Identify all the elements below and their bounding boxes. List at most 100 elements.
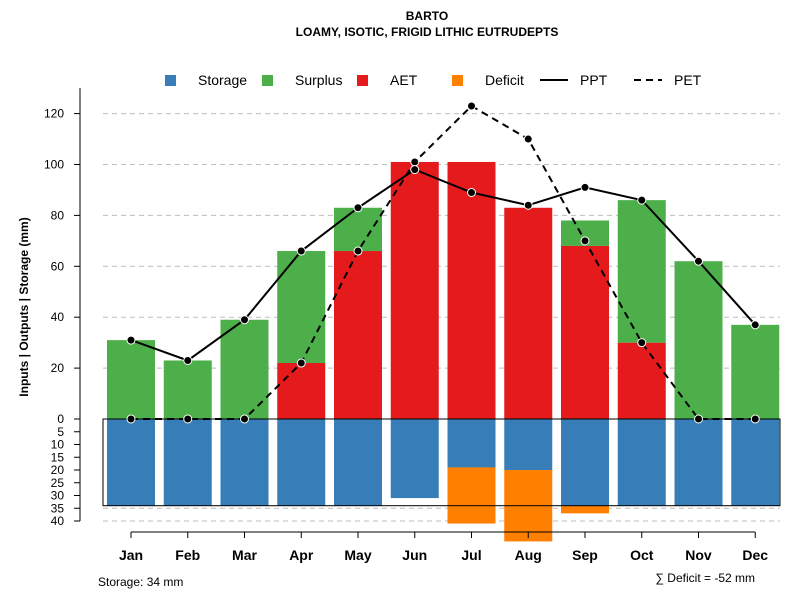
legend-label-ppt: PPT xyxy=(580,72,608,88)
storage-bar-nov xyxy=(674,419,723,506)
aet-bar-jun xyxy=(390,161,439,419)
deficit-bar-jul xyxy=(447,467,496,524)
y-lower-tick-label-30: 30 xyxy=(51,489,65,503)
y-tick-label-60: 60 xyxy=(51,259,65,273)
ppt-point-jul xyxy=(467,187,476,197)
legend-swatch-deficit xyxy=(452,75,463,86)
ppt-point-jun xyxy=(410,165,420,175)
storage-frame xyxy=(102,418,781,507)
surplus-bar-feb xyxy=(163,360,212,419)
y-tick-label-20: 20 xyxy=(51,361,65,375)
deficit-bar-sep xyxy=(561,505,609,514)
y-tick-label-120: 120 xyxy=(44,107,64,121)
y-lower-tick-label-20: 20 xyxy=(51,463,65,477)
chart-legend: Storage Surplus AET Deficit PPT PET xyxy=(165,72,702,88)
ppt-point-may xyxy=(353,203,363,213)
storage-bar-jun xyxy=(390,419,439,499)
month-label-dec: Dec xyxy=(742,547,768,563)
ppt-line xyxy=(130,168,756,362)
ppt-point-mar xyxy=(240,315,249,325)
legend-label-aet: AET xyxy=(390,72,418,88)
legend-swatch-aet xyxy=(357,75,368,86)
chart-title: BARTO xyxy=(406,9,448,23)
pet-point-jul xyxy=(467,101,476,111)
month-label-sep: Sep xyxy=(572,547,598,563)
y-lower-tick-label-10: 10 xyxy=(51,438,65,452)
ppt-point-feb xyxy=(183,355,193,365)
pet-point-oct xyxy=(637,338,647,348)
legend-label-storage: Storage xyxy=(198,72,247,88)
storage-bar-mar xyxy=(220,419,269,506)
y-lower-tick-label-25: 25 xyxy=(51,476,65,490)
axes: Jan Feb Mar Apr May Jun Jul Aug Sep Oct Nov Dec 0 20 4… xyxy=(44,88,768,563)
aet-bar-jul xyxy=(447,161,496,419)
month-label-aug: Aug xyxy=(515,547,542,563)
pet-line xyxy=(131,104,756,420)
y-tick-label-40: 40 xyxy=(51,310,65,324)
legend-label-pet: PET xyxy=(674,72,702,88)
storage-bar-aug xyxy=(504,419,553,470)
y-lower-tick-label-15: 15 xyxy=(51,450,65,464)
pet-point-jan xyxy=(126,414,136,424)
deficit-note: ∑ Deficit = -52 mm xyxy=(655,571,755,585)
gridlines xyxy=(103,113,780,522)
pet-point-mar xyxy=(240,414,249,424)
pet-point-nov xyxy=(694,414,703,424)
surplus-bar-mar xyxy=(220,319,269,419)
month-label-mar: Mar xyxy=(232,547,257,563)
pet-point-apr xyxy=(296,358,306,368)
surplus-bar-may xyxy=(334,207,382,252)
storage-bar-jan xyxy=(107,419,155,506)
pet-point-feb xyxy=(183,414,193,424)
aet-bar-oct xyxy=(617,342,666,419)
bars xyxy=(102,161,781,542)
aet-bar-sep xyxy=(561,245,609,419)
y-axis-label: Inputs | Outputs | Storage (mm) xyxy=(17,217,31,396)
surplus-bar-apr xyxy=(277,251,326,364)
month-label-feb: Feb xyxy=(175,547,200,563)
storage-bar-may xyxy=(334,419,382,506)
storage-bar-oct xyxy=(617,419,666,506)
ppt-point-nov xyxy=(694,256,703,266)
ppt-point-dec xyxy=(750,320,760,330)
y-lower-tick-label-35: 35 xyxy=(51,501,65,515)
y-tick-label-100: 100 xyxy=(44,158,64,172)
aet-bar-apr xyxy=(277,363,326,419)
aet-bar-aug xyxy=(504,207,553,419)
chart-subtitle: LOAMY, ISOTIC, FRIGID LITHIC EUTRUDEPTS xyxy=(296,25,559,39)
storage-bar-jul xyxy=(447,419,496,468)
storage-bar-apr xyxy=(277,419,326,506)
pet-point-sep xyxy=(580,236,590,246)
ppt-point-apr xyxy=(296,246,306,256)
y-lower-tick-label-40: 40 xyxy=(51,514,65,528)
month-label-may: May xyxy=(344,547,371,563)
month-label-jun: Jun xyxy=(402,547,427,563)
y-tick-label-0: 0 xyxy=(57,412,64,426)
legend-label-surplus: Surplus xyxy=(295,72,342,88)
y-lower-tick-label-5: 5 xyxy=(57,425,64,439)
month-label-apr: Apr xyxy=(289,547,314,563)
legend-swatch-storage xyxy=(165,75,176,86)
ppt-point-aug xyxy=(523,200,533,210)
storage-bar-sep xyxy=(561,419,609,506)
storage-bar-feb xyxy=(163,419,212,506)
month-label-oct: Oct xyxy=(630,547,654,563)
series-lines xyxy=(126,101,760,424)
surplus-bar-nov xyxy=(674,261,723,419)
surplus-bar-jan xyxy=(107,340,155,419)
y-tick-label-80: 80 xyxy=(51,208,65,222)
pet-point-may xyxy=(353,246,363,256)
month-label-jan: Jan xyxy=(119,547,143,563)
month-label-jul: Jul xyxy=(461,547,481,563)
legend-swatch-surplus xyxy=(262,75,273,86)
aet-bar-may xyxy=(334,251,382,419)
ppt-point-oct xyxy=(637,195,647,205)
ppt-point-sep xyxy=(580,182,590,192)
pet-point-dec xyxy=(750,414,760,424)
legend-label-deficit: Deficit xyxy=(485,72,524,88)
storage-note: Storage: 34 mm xyxy=(98,575,183,589)
pet-point-aug xyxy=(523,134,533,144)
pet-point-jun xyxy=(410,157,420,167)
storage-bar-dec xyxy=(731,419,780,506)
